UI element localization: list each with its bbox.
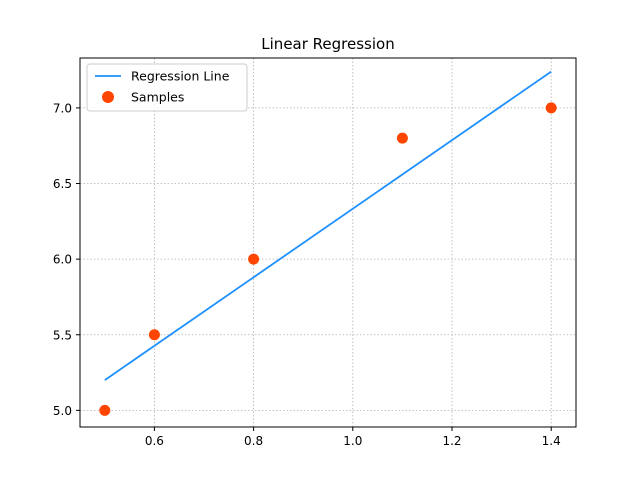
legend-box <box>86 63 248 112</box>
sample-point <box>396 132 408 144</box>
legend: Regression Line Samples <box>86 63 248 112</box>
regression-line <box>104 70 552 381</box>
sample-point <box>545 102 557 114</box>
tick-layer: 0.6 0.8 1.0 1.2 1.4 5.0 5.5 6.0 6.5 7.0 <box>53 101 561 448</box>
grid-layer <box>80 58 576 427</box>
y-tick-label: 6.0 <box>53 253 72 267</box>
legend-samples-label: Samples <box>131 90 184 105</box>
series-layer <box>99 70 557 416</box>
sample-point <box>148 329 160 341</box>
y-tick-label: 7.0 <box>53 101 72 115</box>
x-tick-label: 0.6 <box>145 434 164 448</box>
chart-title: Linear Regression <box>261 35 394 53</box>
y-tick-label: 6.5 <box>53 177 72 191</box>
y-tick-label: 5.5 <box>53 328 72 342</box>
sample-point <box>99 404 111 416</box>
x-tick-label: 1.2 <box>442 434 461 448</box>
y-tick-label: 5.0 <box>53 404 72 418</box>
x-tick-label: 1.4 <box>542 434 561 448</box>
x-tick-label: 1.0 <box>343 434 362 448</box>
x-tick-label: 0.8 <box>244 434 263 448</box>
legend-regression-line-label: Regression Line <box>131 69 230 84</box>
sample-point <box>248 253 260 265</box>
plot-area-frame <box>79 57 577 428</box>
legend-samples-swatch <box>102 91 114 103</box>
